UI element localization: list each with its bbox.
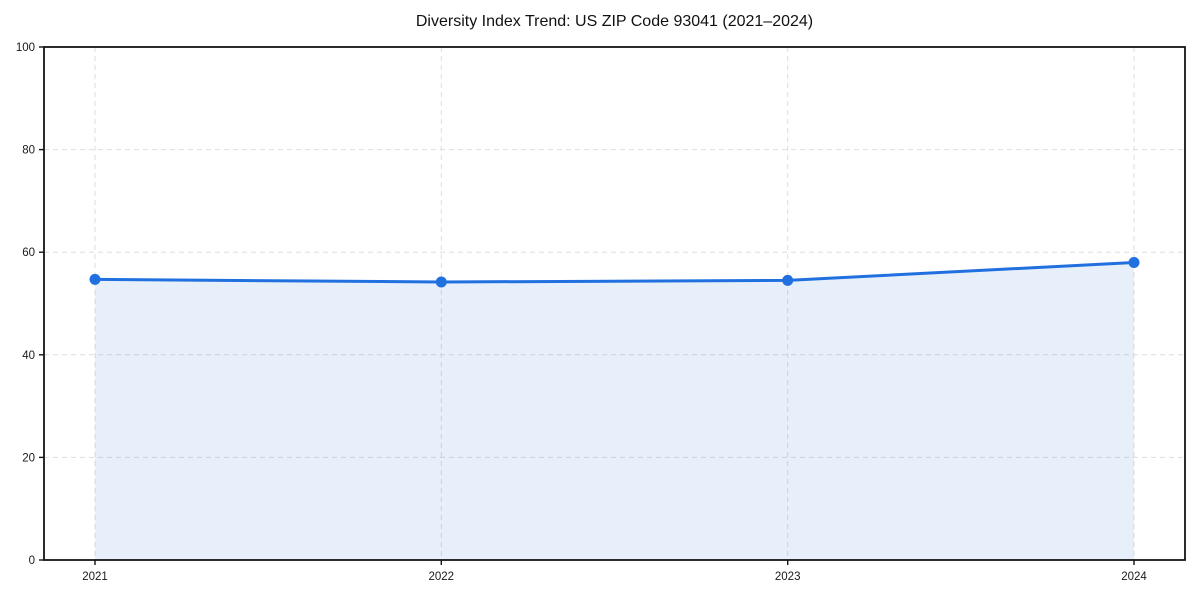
svg-text:80: 80: [22, 145, 35, 157]
svg-text:100: 100: [16, 42, 35, 54]
gridlines: [44, 47, 1185, 560]
svg-text:40: 40: [22, 350, 35, 362]
svg-text:2022: 2022: [429, 571, 455, 583]
data-points: [89, 257, 1140, 288]
trend-line: [93, 261, 1136, 284]
svg-text:20: 20: [22, 452, 35, 464]
svg-text:2021: 2021: [82, 571, 108, 583]
svg-text:2023: 2023: [775, 571, 801, 583]
svg-text:2024: 2024: [1121, 571, 1147, 583]
svg-text:0: 0: [29, 555, 35, 567]
svg-text:60: 60: [22, 247, 35, 259]
chart-title: Diversity Index Trend: US ZIP Code 93041…: [415, 13, 814, 30]
axes-and-tick-labels: 0 20 40 60 80 100 2021 2022 2023 2024: [16, 42, 1186, 583]
area-fill: [95, 262, 1134, 560]
